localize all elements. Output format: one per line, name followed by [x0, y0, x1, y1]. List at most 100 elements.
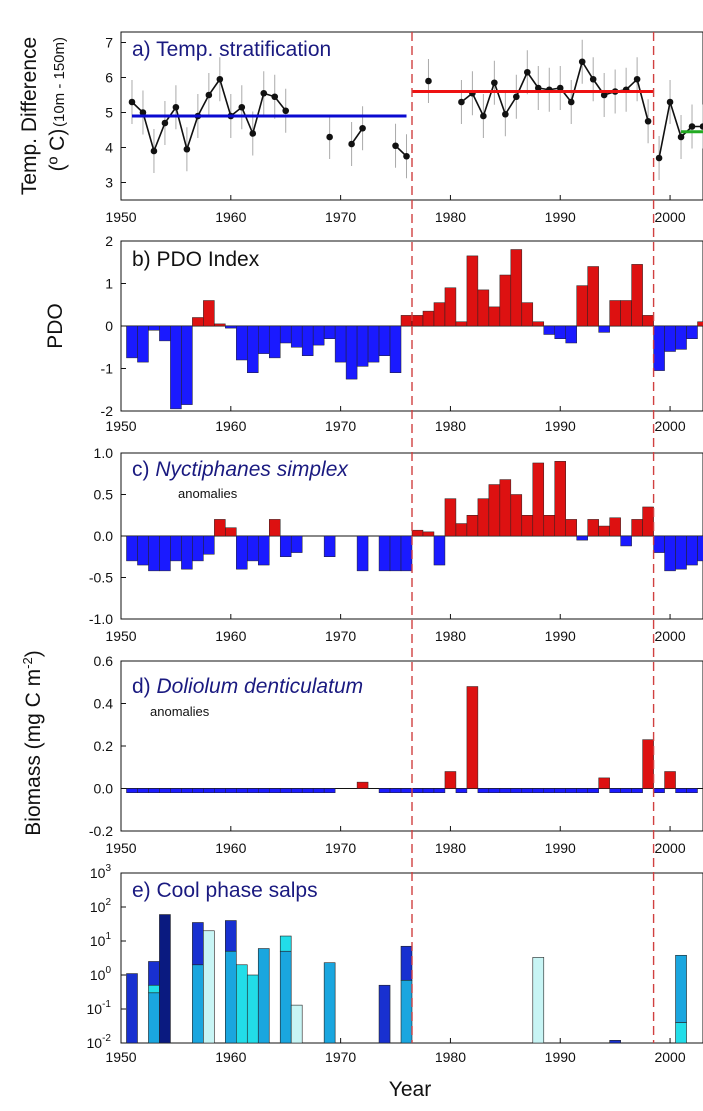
bar — [609, 300, 621, 327]
x-tick-label: 1970 — [325, 628, 356, 644]
bar — [356, 325, 369, 367]
panel-d-subtitle: anomalies — [150, 704, 210, 719]
bar — [225, 325, 237, 329]
bar — [290, 535, 303, 553]
bar — [290, 325, 303, 348]
y-tick-label: 1 — [105, 276, 113, 292]
temp-point — [172, 103, 180, 111]
bar — [203, 535, 215, 555]
x-tick-label: 1970 — [325, 1049, 356, 1065]
bar — [554, 325, 566, 339]
temp-point — [161, 119, 169, 127]
bar — [488, 306, 501, 327]
bar — [411, 315, 424, 327]
bar — [334, 325, 347, 363]
bar — [356, 781, 369, 789]
bar — [510, 788, 523, 793]
bar — [181, 325, 193, 405]
temp-point — [403, 152, 410, 160]
panel-c-title: c) Nyctiphanes simplex — [132, 458, 349, 481]
bar — [214, 519, 226, 537]
bar — [170, 535, 182, 562]
temp-point — [249, 130, 257, 137]
bar — [192, 317, 204, 327]
bar — [345, 325, 358, 380]
bar — [466, 686, 479, 789]
bar — [389, 325, 402, 373]
bar — [312, 788, 325, 793]
bar — [565, 519, 577, 537]
y-tick-label: 3 — [105, 175, 113, 191]
bar — [214, 323, 226, 327]
bar — [422, 310, 435, 327]
x-tick-label: 1980 — [435, 209, 466, 225]
bar — [477, 289, 490, 327]
temp-point — [216, 75, 224, 83]
bar — [477, 788, 490, 793]
bar — [510, 249, 523, 327]
x-tick-label: 2000 — [654, 209, 685, 225]
bar — [521, 515, 534, 537]
y-tick-label: 4 — [105, 140, 113, 156]
panel-c-subtitle: anomalies — [178, 486, 238, 501]
bar — [192, 535, 204, 562]
bar — [389, 535, 402, 572]
bar — [664, 325, 676, 352]
bar — [466, 515, 479, 537]
x-tick-label: 1960 — [215, 418, 246, 434]
bar — [554, 788, 566, 793]
temp-point — [458, 98, 465, 106]
bar — [203, 788, 215, 793]
bar — [433, 535, 446, 566]
bar — [378, 535, 391, 572]
bar — [499, 479, 512, 537]
panel-d-title-species: Doliolum denticulatum — [157, 675, 364, 698]
bar — [203, 300, 215, 327]
temp-point — [205, 91, 213, 99]
y-tick-label: 101 — [90, 931, 112, 949]
x-tick-label: 1990 — [545, 1049, 576, 1065]
bar — [532, 788, 545, 793]
temp-point — [688, 123, 696, 130]
panel-c-title-species: Nyctiphanes simplex — [155, 458, 349, 481]
temp-point — [567, 98, 575, 106]
bar — [653, 325, 665, 371]
x-tick-label: 1990 — [545, 840, 576, 856]
temp-point — [677, 133, 685, 141]
salp-bar — [675, 1022, 687, 1044]
x-tick-label: 1970 — [325, 418, 356, 434]
bar — [554, 461, 566, 537]
temp-point — [348, 140, 355, 148]
bar — [543, 325, 556, 335]
bar — [576, 788, 588, 793]
salp-bar — [192, 922, 204, 966]
y-tick-label: 102 — [90, 897, 112, 915]
temp-point — [699, 123, 703, 130]
x-tick-label: 1950 — [105, 209, 136, 225]
temp-point — [139, 109, 147, 116]
salp-bar — [203, 930, 215, 1044]
temp-point — [392, 142, 399, 150]
x-tick-label: 1960 — [215, 840, 246, 856]
x-tick-label: 1980 — [435, 840, 466, 856]
temp-point — [600, 91, 608, 99]
bar — [433, 302, 446, 327]
temp-point — [425, 77, 432, 85]
y-tick-label: 0 — [105, 318, 113, 334]
bar — [290, 788, 303, 793]
salp-bar — [159, 914, 171, 1044]
salp-bar — [148, 961, 160, 986]
bar — [236, 535, 248, 570]
bar — [675, 325, 687, 350]
bar — [192, 788, 204, 793]
panel-d-ylabel-sup: -2 — [20, 657, 35, 669]
temp-point — [502, 110, 509, 118]
bar — [631, 788, 643, 793]
y-tick-label: -0.2 — [89, 823, 113, 839]
panel-e-cool-phase-salps: 1950 1960 1970 1980 1990 2000 10-2 10-1 100 101 10… — [87, 863, 703, 1101]
bar — [499, 788, 512, 793]
salp-bar — [400, 979, 413, 1044]
bar — [686, 788, 698, 793]
bar — [170, 325, 182, 410]
y-tick-label: 6 — [105, 70, 113, 86]
